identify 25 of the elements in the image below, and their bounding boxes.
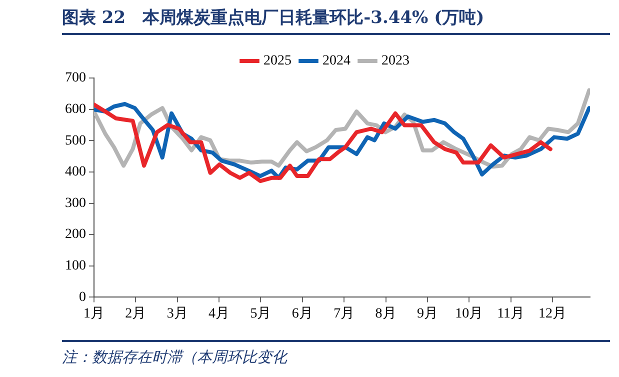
- x-tick-label: 12月: [538, 306, 566, 322]
- x-tick-label: 7月: [334, 306, 355, 322]
- y-tick-label: 200: [65, 227, 86, 242]
- legend-label: 2024: [322, 54, 350, 69]
- text: 注：数据存在时滞（本周环比变化: [62, 340, 610, 367]
- x-tick-label: 11月: [497, 306, 525, 322]
- x-tick-label: 4月: [208, 306, 230, 322]
- y-tick-label: 0: [79, 290, 86, 305]
- y-tick-label: 300: [65, 196, 86, 211]
- y-tick-label: 100: [65, 258, 86, 274]
- legend-label: 2025: [264, 54, 292, 69]
- x-tick-label: 8月: [375, 306, 396, 322]
- x-tick-label: 6月: [292, 306, 313, 322]
- chart-title: 图表 22 本周煤炭重点电厂日耗量环比-3.44% (万吨): [62, 6, 610, 35]
- x-tick-label: 2月: [125, 306, 146, 322]
- x-tick-label: 1月: [84, 306, 104, 322]
- x-tick-label: 5月: [250, 306, 272, 322]
- y-tick-label: 700: [65, 70, 86, 86]
- y-tick-label: 600: [65, 102, 86, 117]
- y-tick-label: 400: [65, 164, 86, 180]
- x-tick-label: 9月: [416, 306, 438, 322]
- legend-label: 2023: [382, 54, 410, 69]
- x-tick-label: 3月: [166, 306, 188, 322]
- x-tick-label: 10月: [455, 306, 484, 322]
- y-tick-label: 500: [65, 133, 86, 148]
